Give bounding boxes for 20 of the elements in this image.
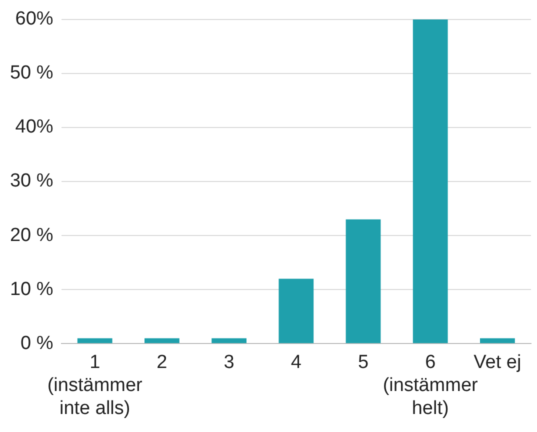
x-tick-label: 2 xyxy=(156,352,168,374)
bar xyxy=(77,338,112,344)
bar xyxy=(480,338,515,344)
bar xyxy=(278,278,314,344)
y-tick-label: 20 % xyxy=(10,224,54,246)
x-tick-label: 1 (instämmer inte alls) xyxy=(47,352,144,419)
x-tick-label: 3 xyxy=(224,352,234,374)
y-tick-label: 50 % xyxy=(10,62,54,84)
x-tick-label: 4 xyxy=(290,352,302,374)
bar xyxy=(412,19,448,344)
bar xyxy=(212,338,246,344)
y-tick-label: 60% xyxy=(15,8,54,30)
x-tick-label: 5 xyxy=(358,352,369,374)
bar xyxy=(144,338,180,344)
y-tick-label: 10 % xyxy=(10,278,54,300)
bar xyxy=(346,219,381,344)
y-tick-label: 30 % xyxy=(10,170,54,192)
x-tick-label: Vet ej xyxy=(474,352,522,374)
y-tick-label: 0 % xyxy=(20,332,54,354)
y-tick-label: 40% xyxy=(15,116,54,138)
